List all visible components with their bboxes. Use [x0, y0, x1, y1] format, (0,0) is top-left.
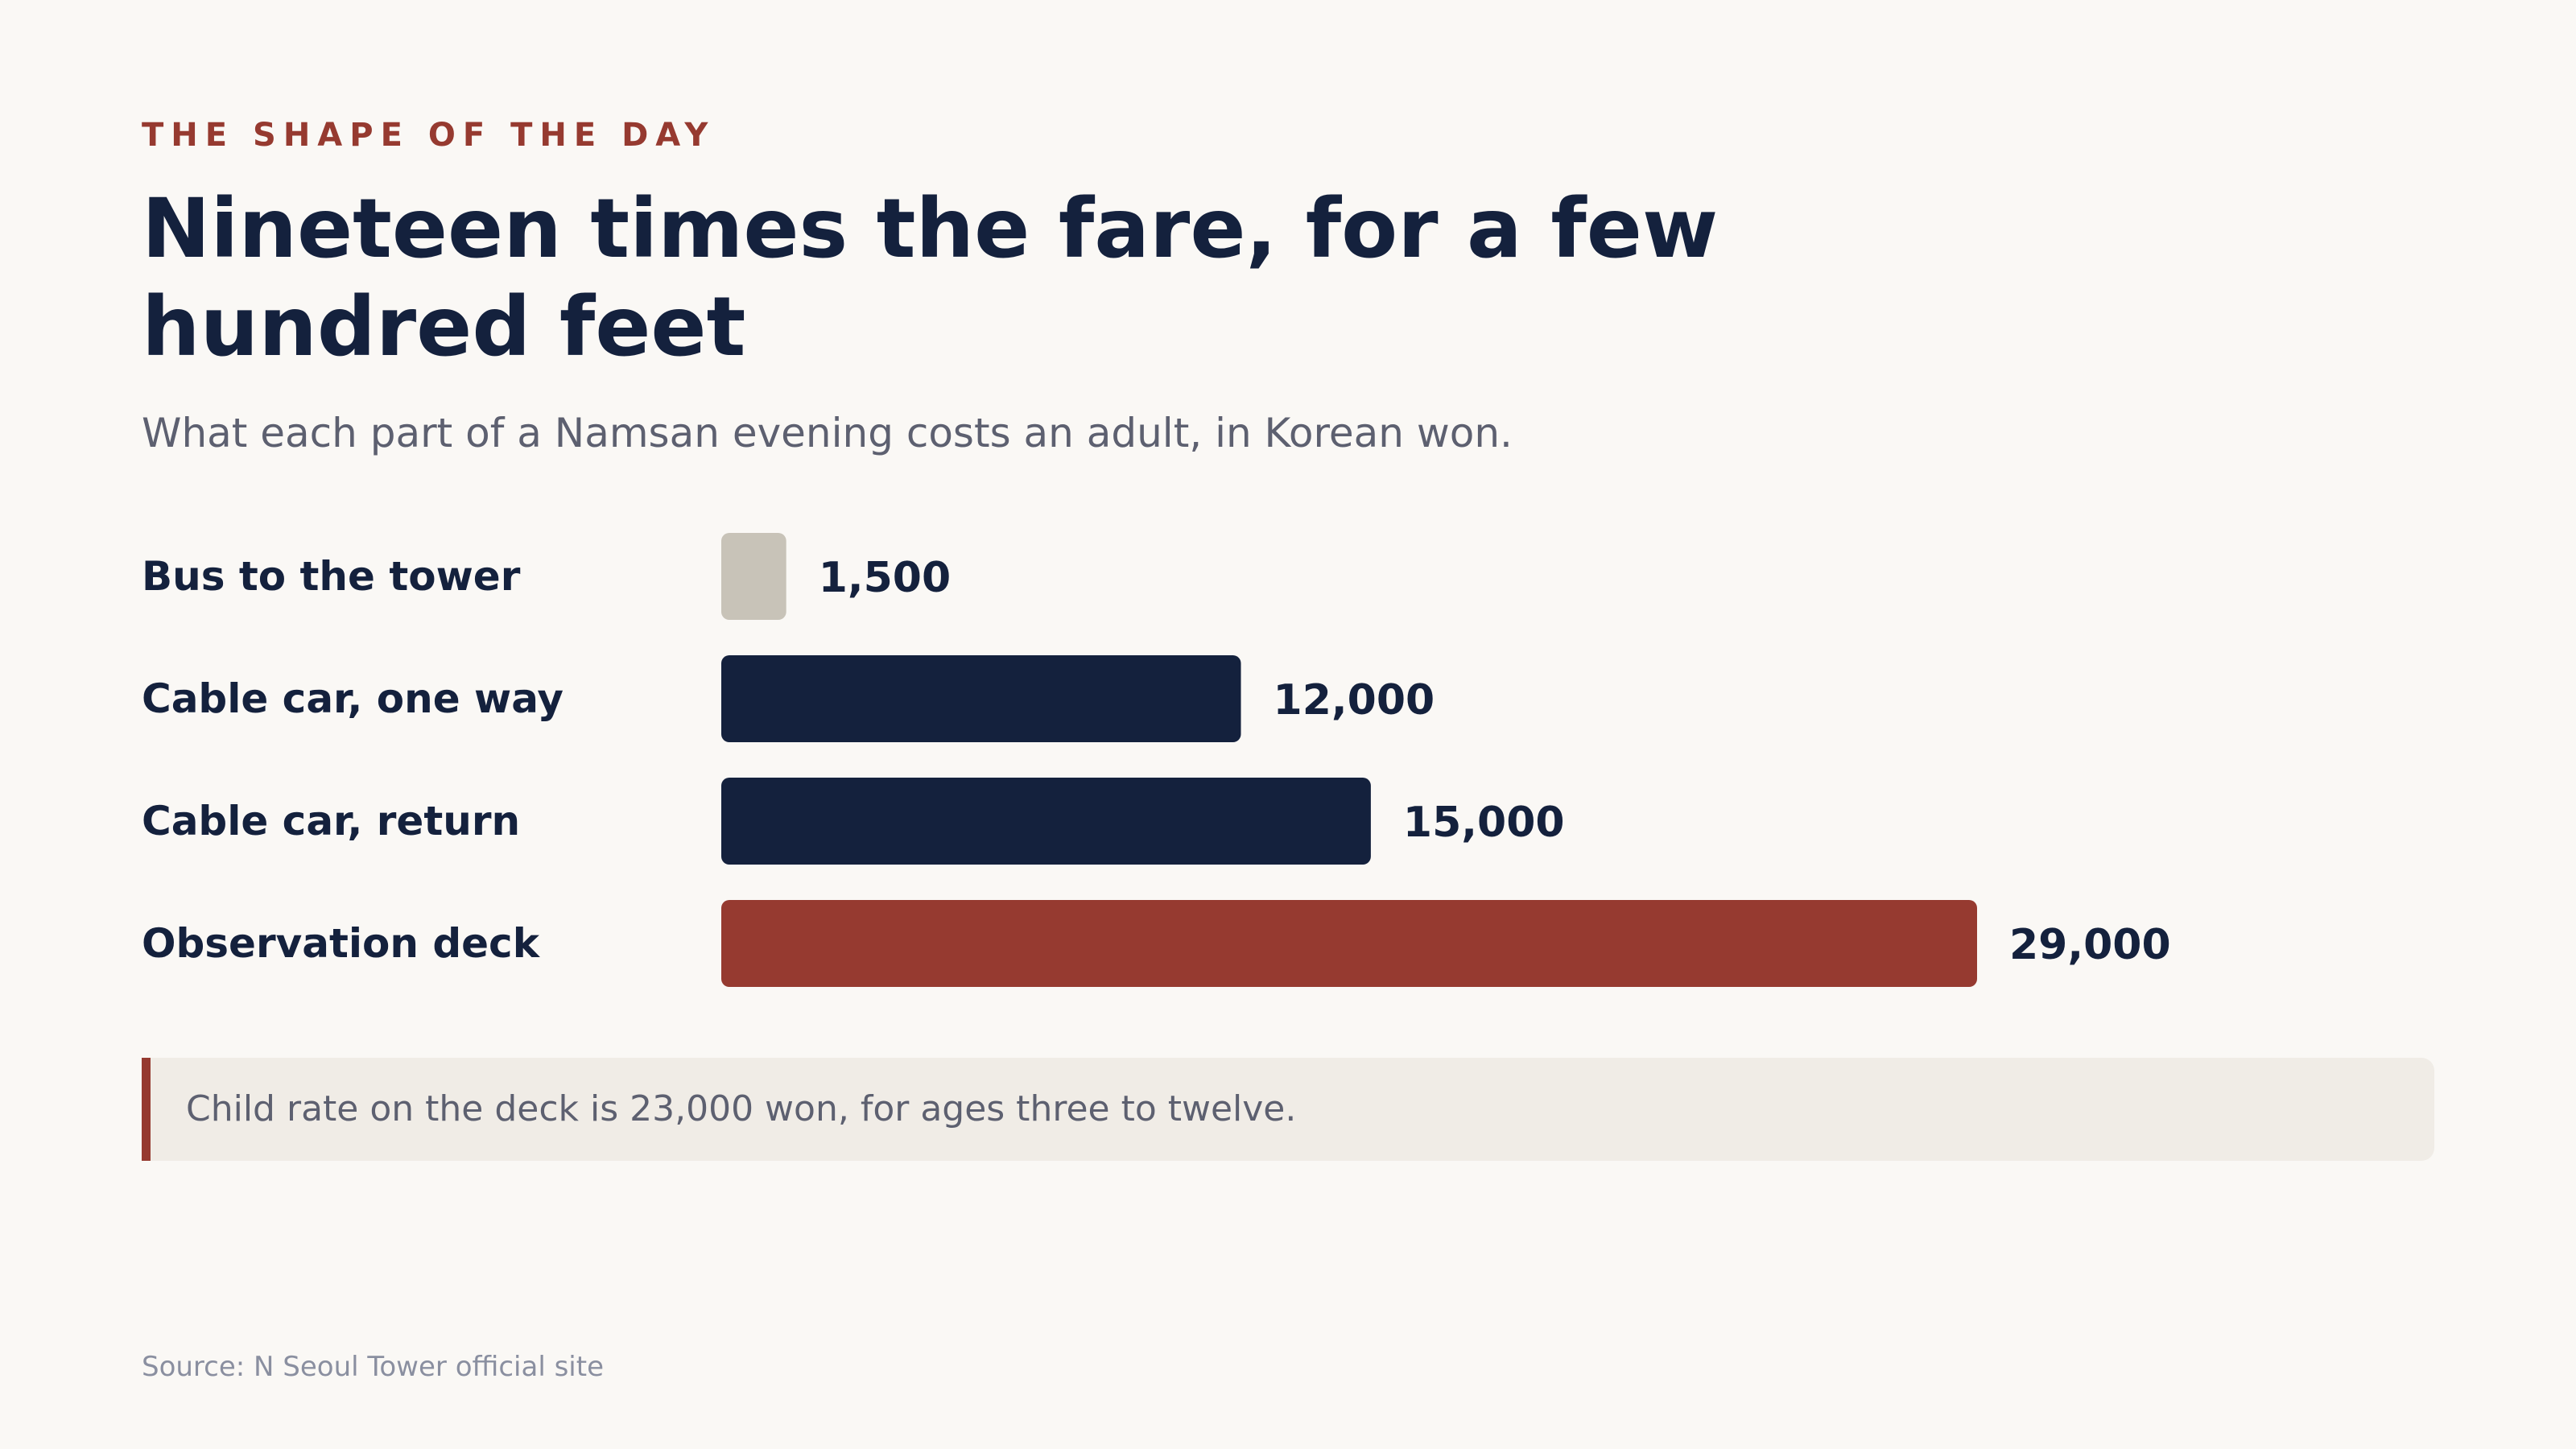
chart-subtitle: What each part of a Namsan evening costs…	[142, 410, 1513, 456]
callout-note: Child rate on the deck is 23,000 won, fo…	[142, 1058, 2434, 1161]
bar	[721, 778, 1371, 865]
category-label: Observation deck	[142, 920, 541, 967]
bar-row: Observation deck 29,000	[142, 900, 2171, 987]
callout-text: Child rate on the deck is 23,000 won, fo…	[186, 1088, 1297, 1129]
source-note: Source: N Seoul Tower official site	[142, 1351, 604, 1383]
eyebrow-label: THE SHAPE OF THE DAY	[142, 117, 716, 154]
bar-row: Bus to the tower 1,500	[142, 533, 951, 620]
category-label: Bus to the tower	[142, 553, 521, 600]
bar-row: Cable car, return 15,000	[142, 778, 1565, 865]
value-label: 29,000	[2009, 921, 2171, 969]
value-label: 15,000	[1403, 799, 1565, 847]
bar-chart: Bus to the tower 1,500 Cable car, one way 1…	[142, 533, 2171, 987]
value-label: 12,000	[1274, 676, 1435, 724]
category-label: Cable car, one way	[142, 675, 564, 722]
chart-title: Nineteen times the fare, for a few hundr…	[142, 181, 1719, 375]
bar	[721, 655, 1241, 742]
bar	[721, 533, 786, 620]
bar-row: Cable car, one way 12,000	[142, 655, 1435, 742]
category-label: Cable car, return	[142, 798, 520, 844]
bar	[721, 900, 1977, 987]
value-label: 1,500	[819, 554, 951, 602]
